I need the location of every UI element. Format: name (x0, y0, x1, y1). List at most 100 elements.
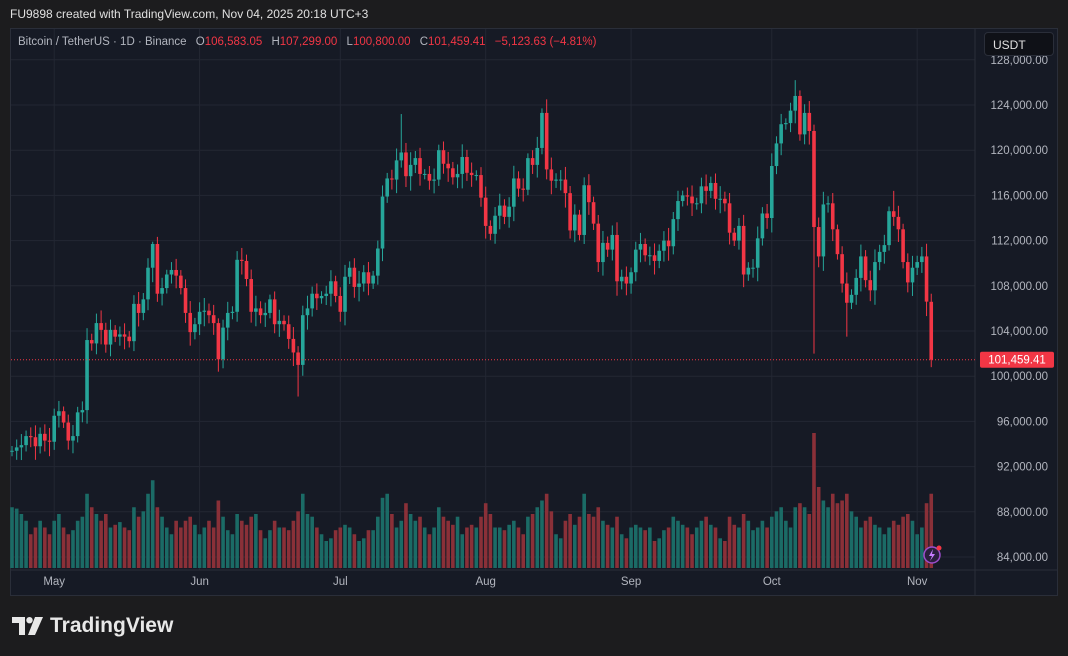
candle-body (207, 310, 211, 316)
volume-bar (718, 538, 722, 568)
candle-body (399, 152, 404, 161)
y-tick-label: 124,000.00 (990, 100, 1048, 112)
candle-body (769, 166, 774, 218)
volume-bar (596, 507, 601, 568)
volume-bar (901, 516, 905, 568)
volume-bar (849, 511, 854, 568)
candle-body (347, 267, 352, 277)
volume-bar (357, 541, 361, 568)
candle-body (230, 311, 235, 313)
candle-body (502, 205, 507, 217)
volume-bar (57, 514, 61, 568)
volume-bar (540, 500, 544, 568)
volume-bar (249, 516, 253, 568)
candle-body (540, 112, 544, 148)
candle-body (469, 172, 474, 176)
volume-bar (263, 538, 268, 568)
volume-bar (723, 541, 727, 568)
candle-body (629, 272, 633, 284)
candle-body (633, 249, 638, 273)
candle-body (221, 327, 225, 360)
volume-bar (535, 507, 540, 568)
candle-body (122, 334, 127, 337)
volume-bar (19, 514, 24, 568)
candle-body (563, 179, 568, 194)
volume-bar (371, 530, 375, 568)
candle-body (573, 214, 577, 231)
volume-bar (343, 524, 347, 568)
candle-body (263, 312, 268, 316)
candle-body (596, 223, 601, 263)
candle-body (474, 175, 479, 177)
volume-bar (202, 527, 207, 568)
volume-bar (788, 527, 793, 568)
candle-body (179, 275, 183, 289)
candle-body (516, 178, 521, 189)
low-value: 100,800.00 (352, 36, 411, 48)
y-tick-label: 128,000.00 (990, 55, 1048, 67)
lightning-glyph (929, 549, 935, 561)
volume-bar (662, 530, 666, 568)
candle-body (793, 95, 798, 111)
candle-body (854, 277, 858, 295)
candle-body (896, 216, 901, 230)
volume-bar (385, 493, 389, 568)
candle-body (160, 288, 164, 294)
candle-body (268, 299, 272, 313)
volume-bar (676, 520, 680, 568)
high-value: 107,299.00 (279, 36, 338, 48)
candle-body (254, 308, 258, 312)
y-tick-label: 116,000.00 (991, 190, 1048, 202)
volume-bar (197, 534, 202, 568)
y-tick-label: 112,000.00 (991, 236, 1048, 248)
volume-bar (216, 500, 221, 568)
candle-body (188, 312, 193, 333)
volume-bar (390, 514, 394, 568)
volume-bar (737, 527, 741, 568)
low-label: L (346, 36, 353, 48)
symbol-name[interactable]: Bitcoin / TetherUS · 1D · Binance (18, 36, 187, 48)
candle-body (141, 299, 146, 313)
volume-bar (432, 527, 436, 568)
candle-body (24, 436, 28, 446)
candle-body (718, 198, 722, 200)
x-tick-label: Jul (333, 576, 348, 588)
volume-bar (324, 541, 329, 568)
volume-bar (816, 487, 821, 568)
volume-bar (793, 507, 798, 568)
currency-button[interactable]: USDT (984, 32, 1054, 56)
volume-bar (479, 516, 483, 568)
volume-bar (648, 527, 652, 568)
volume-bar (530, 514, 535, 568)
candle-body (418, 158, 422, 174)
volume-bar (924, 503, 929, 568)
volume-bar (554, 534, 558, 568)
volume-bar (418, 516, 422, 568)
candle-body (526, 158, 530, 190)
candle-body (33, 437, 38, 447)
candle-body (554, 179, 558, 181)
candle-body (136, 303, 141, 313)
tradingview-logo[interactable]: TradingView (12, 614, 173, 638)
candle-body (887, 211, 891, 246)
last-price-label: 101,459.41 (988, 355, 1046, 367)
candle-body (99, 323, 103, 330)
volume-bar (882, 534, 887, 568)
candle-body (272, 299, 277, 325)
candle-body (915, 262, 919, 268)
chart-credit: FU9898 created with TradingView.com, Nov… (10, 7, 369, 21)
candle-body (319, 295, 324, 299)
volume-bar (155, 507, 160, 568)
volume-bar (85, 493, 89, 568)
candle-body (774, 143, 779, 167)
volume-bar (118, 522, 122, 568)
candle-body (43, 433, 47, 441)
volume-bar (240, 520, 244, 568)
volume-bar (905, 514, 910, 568)
candle-body (713, 182, 718, 199)
volume-bar (910, 520, 915, 568)
x-tick-label: May (43, 576, 65, 588)
volume-bar (282, 527, 286, 568)
volume-bar (315, 527, 319, 568)
